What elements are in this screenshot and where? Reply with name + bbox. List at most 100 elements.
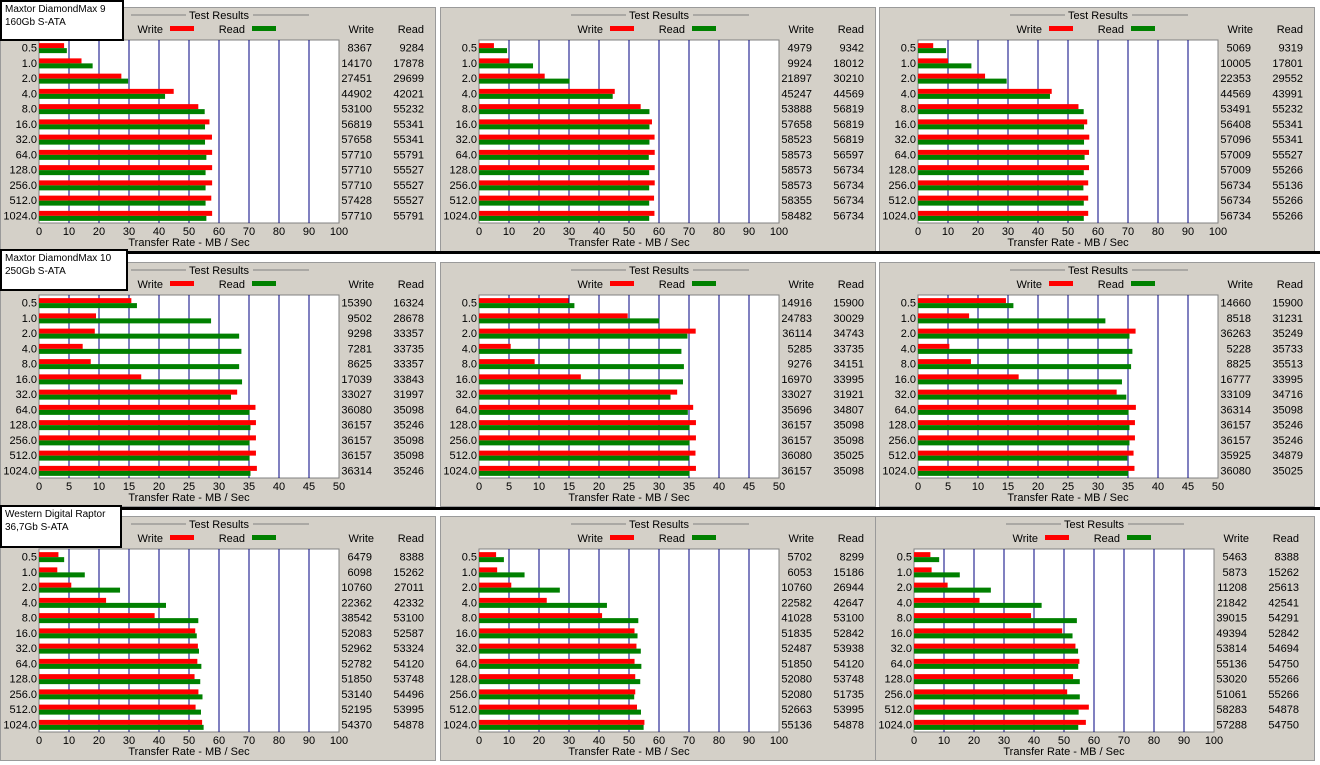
bar-read — [918, 93, 1050, 99]
y-tick-label: 4.0 — [901, 88, 916, 100]
x-tick-label: 50 — [1212, 481, 1224, 493]
value-write: 57710 — [341, 149, 372, 161]
chart-panel-8: Test Results Write Read Write Read 0 10 20 30 40 5… — [440, 516, 876, 761]
bar-write — [479, 43, 494, 49]
x-tick-label: 80 — [1148, 735, 1160, 747]
value-read: 55266 — [1268, 674, 1299, 686]
bar-read — [918, 348, 1133, 354]
bar-read — [479, 470, 690, 476]
value-write: 36314 — [1220, 404, 1251, 416]
x-tick-label: 100 — [1209, 226, 1227, 238]
chart-svg: Test Results Write Read Write Read 0 5 10 15 20 25… — [882, 265, 1303, 504]
value-write: 5463 — [1223, 552, 1247, 564]
bar-read — [918, 185, 1084, 191]
value-read: 56734 — [833, 195, 864, 207]
bar-write — [39, 597, 107, 603]
y-tick-label: 8.0 — [462, 104, 477, 116]
x-tick-label: 30 — [123, 735, 135, 747]
value-write: 53888 — [781, 104, 812, 116]
x-tick-label: 80 — [273, 226, 285, 238]
y-tick-label: 256.0 — [884, 689, 912, 701]
bar-write — [39, 465, 257, 471]
y-tick-label: 128.0 — [888, 420, 916, 432]
legend-read-swatch — [692, 26, 716, 31]
value-read: 55527 — [393, 180, 424, 192]
x-tick-label: 10 — [938, 735, 950, 747]
x-axis-label: Transfer Rate - MB / Sec — [568, 492, 690, 504]
y-tick-label: 128.0 — [449, 420, 477, 432]
column-header-write: Write — [789, 533, 814, 545]
y-tick-label: 256.0 — [449, 689, 477, 701]
drive-label-3: Western Digital Raptor 36,7Gb S-ATA — [0, 505, 122, 548]
legend-write-label: Write — [138, 24, 163, 36]
value-write: 41028 — [781, 613, 812, 625]
value-read: 35025 — [1272, 465, 1303, 477]
y-tick-label: 8.0 — [897, 613, 912, 625]
bar-write — [914, 719, 1086, 725]
y-tick-label: 512.0 — [884, 704, 912, 716]
value-write: 8367 — [348, 43, 372, 55]
bar-read — [39, 124, 206, 130]
value-read: 17801 — [1272, 58, 1303, 70]
bar-write — [39, 149, 213, 155]
value-read: 54750 — [1268, 719, 1299, 731]
value-read: 42021 — [393, 88, 424, 100]
bar-write — [918, 210, 1089, 216]
bar-read — [39, 709, 201, 715]
value-read: 35098 — [393, 435, 424, 447]
y-tick-label: 1.0 — [897, 567, 912, 579]
x-tick-label: 40 — [1152, 481, 1164, 493]
bar-read — [918, 440, 1130, 446]
legend-write-swatch — [610, 281, 634, 286]
bar-read — [914, 724, 1079, 730]
value-read: 30210 — [833, 73, 864, 85]
y-tick-label: 512.0 — [888, 195, 916, 207]
y-tick-label: 8.0 — [22, 359, 37, 371]
bar-write — [39, 435, 256, 441]
value-write: 56819 — [341, 119, 372, 131]
value-read: 53995 — [393, 704, 424, 716]
chart-title: Test Results — [1068, 10, 1128, 22]
value-read: 55791 — [393, 149, 424, 161]
y-tick-label: 2.0 — [462, 582, 477, 594]
column-header-read: Read — [1277, 24, 1303, 36]
value-read: 56734 — [833, 180, 864, 192]
bar-write — [39, 43, 65, 49]
bar-read — [39, 348, 242, 354]
y-tick-label: 8.0 — [22, 104, 37, 116]
x-tick-label: 70 — [1118, 735, 1130, 747]
value-read: 55341 — [393, 134, 424, 146]
value-read: 35098 — [833, 435, 864, 447]
value-write: 27451 — [341, 73, 372, 85]
y-tick-label: 2.0 — [462, 328, 477, 340]
bar-read — [39, 333, 240, 339]
value-write: 53100 — [341, 104, 372, 116]
bar-read — [39, 618, 199, 624]
value-write: 36080 — [781, 450, 812, 462]
legend-read-label: Read — [659, 533, 685, 545]
legend-write-label: Write — [1017, 279, 1042, 291]
value-write: 33109 — [1220, 389, 1251, 401]
value-read: 33735 — [833, 343, 864, 355]
y-tick-label: 0.5 — [22, 552, 37, 564]
x-tick-label: 20 — [153, 481, 165, 493]
chart-svg: Test Results Write Read Write Read 0 10 20 30 40 5… — [882, 10, 1303, 249]
bar-read — [918, 364, 1132, 370]
value-write: 9298 — [348, 328, 372, 340]
value-write: 35925 — [1220, 450, 1251, 462]
bar-read — [918, 409, 1129, 415]
row-divider-1 — [0, 251, 1320, 254]
bar-read — [479, 303, 575, 309]
value-read: 55232 — [1272, 104, 1303, 116]
chart-panel-6: Test Results Write Read Write Read 0 5 10 15 20 25… — [879, 262, 1315, 507]
bar-read — [39, 170, 206, 176]
legend-write-swatch — [610, 26, 634, 31]
x-tick-label: 25 — [183, 481, 195, 493]
chart-panel-9: Test Results Write Read Write Read 0 10 20 30 40 5… — [875, 516, 1315, 761]
y-tick-label: 256.0 — [888, 180, 916, 192]
column-header-read: Read — [398, 533, 424, 545]
bar-write — [39, 313, 97, 319]
chart-title: Test Results — [189, 265, 249, 277]
bar-write — [918, 104, 1079, 110]
bar-write — [39, 88, 174, 94]
